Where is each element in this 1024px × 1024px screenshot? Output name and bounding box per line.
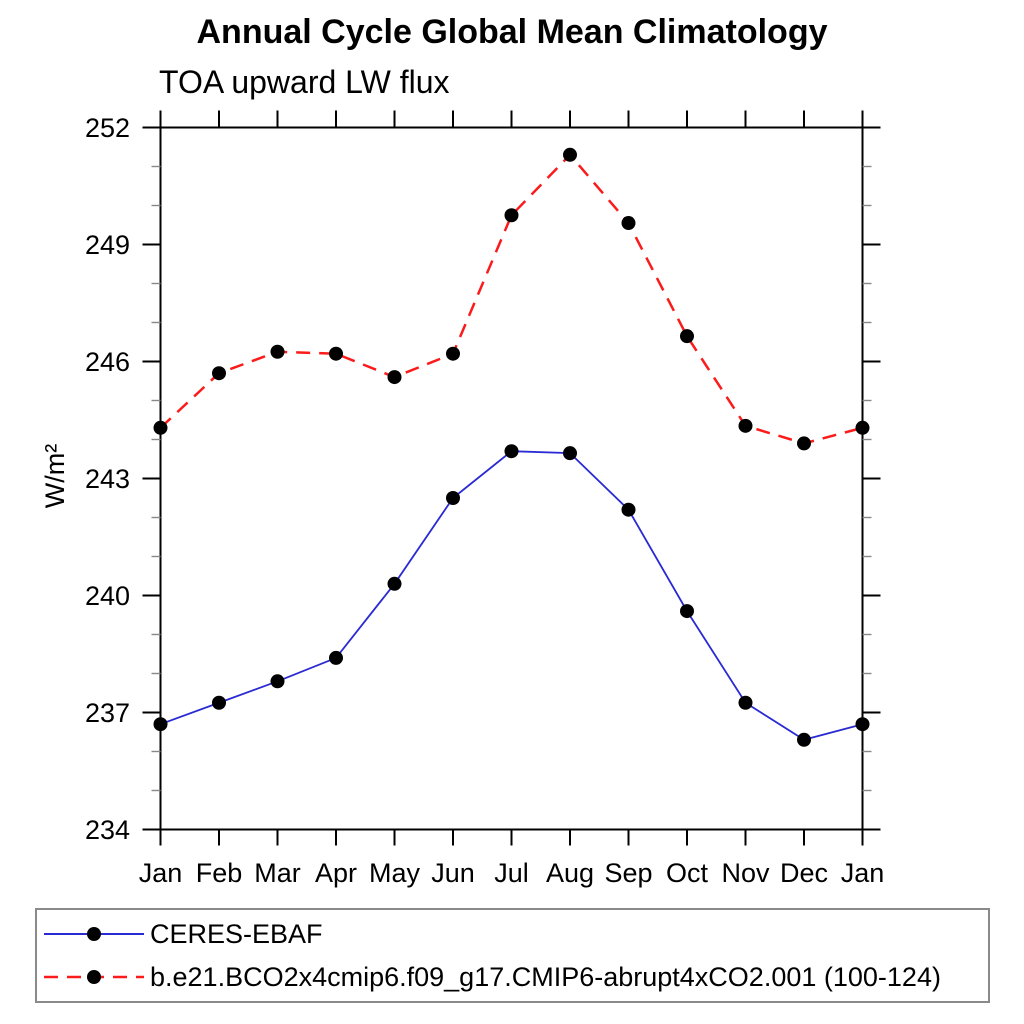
data-point-series-1 (797, 436, 811, 451)
y-tick-label: 243 (85, 464, 130, 494)
x-tick-label: Aug (546, 858, 594, 888)
x-tick-label: Apr (315, 858, 357, 888)
chart-subtitle: TOA upward LW flux (159, 64, 450, 100)
x-tick-label: Nov (721, 858, 770, 888)
plot-frame (159, 126, 864, 831)
x-tick-label: May (369, 858, 421, 888)
data-point-series-0 (212, 695, 226, 710)
x-tick-label: Jan (841, 858, 885, 888)
data-point-series-1 (504, 208, 519, 223)
data-point-series-1 (212, 366, 226, 381)
data-point-series-1 (387, 370, 402, 385)
data-point-series-0 (563, 446, 577, 461)
data-point-series-1 (738, 418, 753, 433)
data-point-series-1 (855, 420, 870, 435)
data-point-series-1 (621, 216, 636, 231)
data-point-series-0 (738, 695, 753, 710)
y-tick-label: 237 (85, 698, 130, 728)
data-point-series-1 (153, 420, 168, 435)
legend-item-ceres: CERES-EBAF (41, 915, 988, 953)
x-tick-label: Oct (666, 858, 709, 888)
legend-label-ceres: CERES-EBAF (150, 918, 323, 949)
data-point-series-1 (446, 346, 460, 361)
series-line-0 (160, 450, 863, 741)
x-tick-label: Jun (431, 858, 475, 888)
data-point-series-0 (855, 717, 870, 732)
legend-box: CERES-EBAF b.e21.BCO2x4cmip6.f09_g17.CMI… (35, 908, 990, 1003)
data-point-series-1 (563, 147, 577, 162)
x-tick-label: Jan (139, 858, 183, 888)
x-tick-label: Sep (604, 858, 652, 888)
legend-item-model: b.e21.BCO2x4cmip6.f09_g17.CMIP6-abrupt4x… (41, 958, 988, 996)
data-point-series-0 (153, 717, 168, 732)
x-tick-label: Feb (196, 858, 243, 888)
y-tick-label: 249 (85, 230, 130, 260)
data-point-series-0 (446, 491, 460, 505)
data-point-series-0 (387, 576, 402, 591)
data-point-series-0 (329, 650, 343, 665)
data-point-series-0 (797, 732, 811, 747)
series-line-1 (159, 152, 863, 445)
y-tick-label: 240 (85, 581, 130, 611)
chart-title: Annual Cycle Global Mean Climatology (196, 13, 828, 51)
legend-solid-line-icon (44, 927, 144, 941)
y-tick-label: 252 (85, 113, 130, 143)
data-point-series-0 (270, 674, 285, 689)
data-point-series-0 (621, 502, 636, 517)
x-tick-label: Jul (494, 858, 529, 888)
y-tick-label: 234 (85, 815, 130, 845)
data-point-series-0 (504, 444, 519, 459)
data-point-series-0 (680, 604, 694, 619)
data-point-series-1 (270, 344, 285, 359)
data-point-series-1 (329, 346, 343, 361)
legend-dashed-line-icon (44, 970, 144, 984)
data-point-series-1 (680, 329, 694, 344)
legend-label-model: b.e21.BCO2x4cmip6.f09_g17.CMIP6-abrupt4x… (150, 961, 941, 992)
x-tick-label: Mar (254, 858, 301, 888)
x-tick-label: Dec (780, 858, 828, 888)
y-tick-label: 246 (85, 347, 130, 377)
